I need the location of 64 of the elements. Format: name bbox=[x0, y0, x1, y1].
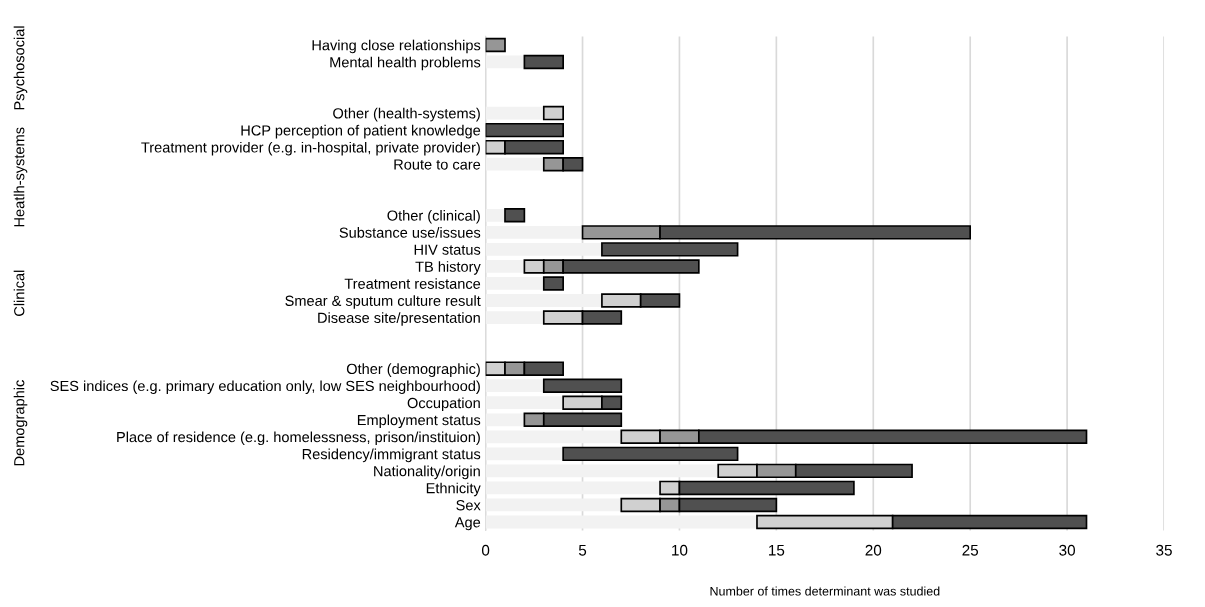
bar bbox=[504, 208, 526, 223]
bar bbox=[523, 54, 564, 70]
y-tick-label: SES indices (e.g. primary education only, low SES neighbourhood) bbox=[50, 380, 480, 395]
bar bbox=[485, 157, 544, 171]
bar bbox=[485, 515, 757, 529]
bar bbox=[542, 105, 564, 121]
x-tick-label: 15 bbox=[769, 544, 785, 556]
x-tick-label: 20 bbox=[865, 544, 882, 556]
x-axis-title: Number of times determinant was studied bbox=[710, 586, 940, 596]
bar bbox=[542, 378, 623, 393]
bar bbox=[485, 260, 525, 273]
bar bbox=[485, 37, 506, 53]
bar bbox=[485, 379, 544, 393]
bar bbox=[485, 447, 564, 461]
y-tick-label: Occupation bbox=[407, 397, 480, 412]
bar bbox=[485, 55, 525, 69]
bar bbox=[485, 396, 564, 410]
text: Demographic bbox=[13, 380, 28, 466]
bar bbox=[601, 242, 739, 257]
bar bbox=[485, 464, 719, 478]
y-tick-label: Substance use/issues bbox=[339, 227, 481, 238]
bar bbox=[485, 277, 544, 290]
y-tick-label: Other (health-systems) bbox=[333, 107, 480, 122]
x-tick-label: 5 bbox=[578, 544, 587, 556]
text: Clinical bbox=[13, 270, 25, 316]
bar bbox=[485, 311, 544, 324]
bar bbox=[485, 498, 622, 512]
x-tick-label: 10 bbox=[672, 544, 688, 556]
y-tick-label: Treatment provider (e.g. in-hospital, private provider) bbox=[141, 141, 480, 156]
y-tick-label: HCP perception of patient knowledge bbox=[241, 124, 481, 139]
bar bbox=[485, 413, 525, 427]
y-tick-label: Nationality/origin bbox=[374, 465, 480, 480]
y-tick-label: Disease site/presentation bbox=[318, 312, 480, 326]
bar bbox=[485, 481, 661, 495]
y-tick-label: Route to care bbox=[394, 159, 481, 170]
y-tick-label: HIV status bbox=[414, 244, 481, 255]
text: Psychosocial bbox=[13, 26, 28, 110]
bar bbox=[485, 106, 544, 120]
x-tick-label: 25 bbox=[962, 544, 979, 556]
bar bbox=[485, 225, 583, 239]
y-tick-label: Treatment resistance bbox=[344, 278, 481, 289]
bar bbox=[485, 122, 564, 138]
y-tick-label: Other (clinical) bbox=[387, 210, 480, 224]
bar bbox=[485, 294, 602, 307]
y-tick-label: Residency/immigrant status bbox=[302, 448, 481, 463]
y-tick-label: Age bbox=[454, 517, 481, 531]
x-tick-label: 30 bbox=[1059, 544, 1076, 556]
x-tick-label: 0 bbox=[481, 544, 490, 556]
x-tick-label: 35 bbox=[1156, 544, 1172, 556]
bar bbox=[562, 446, 739, 462]
bar bbox=[485, 430, 622, 444]
bar bbox=[542, 276, 564, 291]
y-tick-label: Smear & sputum culture result bbox=[285, 295, 481, 309]
y-tick-label: Place of residence (e.g. homelessness, prison/instituion) bbox=[117, 431, 480, 446]
text: Heatlh-systems bbox=[13, 127, 28, 227]
y-tick-label: Sex bbox=[456, 500, 481, 511]
bar bbox=[485, 208, 505, 222]
y-tick-label: Having close relationships bbox=[312, 39, 481, 54]
y-tick-label: Other (demographic) bbox=[346, 363, 480, 377]
bar bbox=[485, 243, 602, 256]
y-tick-label: TB history bbox=[415, 261, 481, 275]
y-tick-label: Ethnicity bbox=[426, 482, 481, 497]
y-tick-label: Mental health problems bbox=[330, 56, 481, 71]
y-tick-label: Employment status bbox=[357, 414, 481, 429]
